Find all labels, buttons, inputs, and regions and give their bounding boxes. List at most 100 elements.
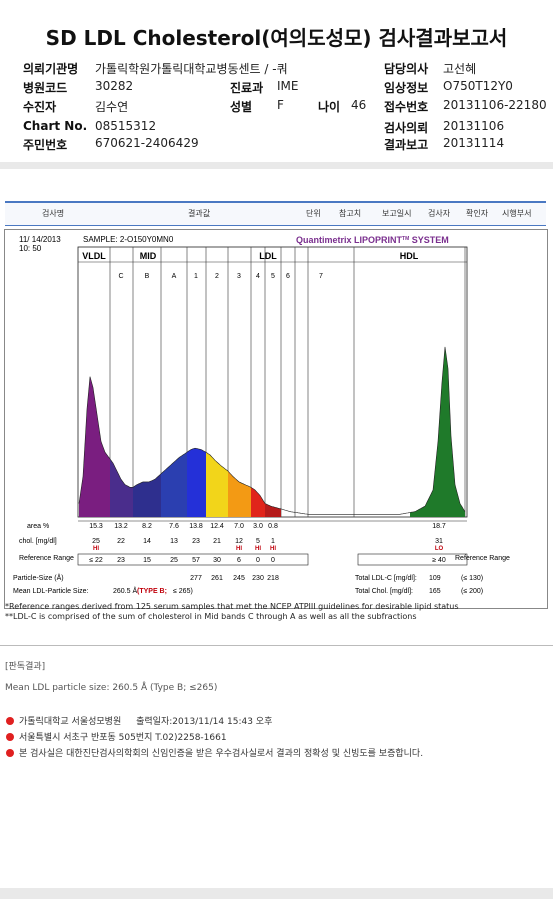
plot-frame xyxy=(77,246,468,518)
reference-value: 30 xyxy=(213,557,221,564)
reference-box xyxy=(77,553,309,566)
footer-hospital: 가톨릭대학교 서울성모병원 xyxy=(19,717,122,727)
particle-size-value: 218 xyxy=(267,575,279,582)
reference-value: 25 xyxy=(170,557,178,564)
bullet-icon xyxy=(6,749,14,757)
col-result: 결과값 xyxy=(188,209,211,218)
reference-value: ≤ 22 xyxy=(89,557,103,564)
chart-brand: Quantimetrix LIPOPRINTTM SYSTEM xyxy=(296,235,449,245)
dept-value: IME xyxy=(277,79,299,93)
area-pct-values: 15.3 13.2 8.2 7.6 13.8 12.4 7.0 3.0 0.8 18.7 xyxy=(89,523,446,530)
particle-size-value: 277 xyxy=(190,575,202,582)
chart-date: 11/ 14/2013 xyxy=(19,235,61,244)
reference-box-hdl xyxy=(357,553,468,566)
chol-value: 14 xyxy=(143,538,151,545)
area-pct-value: 3.0 xyxy=(253,523,263,530)
area-pct-value: 0.8 xyxy=(268,523,278,530)
mean-ldl-value: 260.5 Å xyxy=(113,586,137,595)
particle-size-label: Particle-Size (Å) xyxy=(13,573,64,582)
total-ldl-ref: (≤ 130) xyxy=(461,575,483,582)
sex-value: F xyxy=(277,98,284,112)
col-report-date: 보고일시 xyxy=(382,209,412,218)
total-chol-label: Total Chol. [mg/dl]: xyxy=(355,588,413,595)
col-test-name: 검사명 xyxy=(42,209,65,218)
req-label: 검사의뢰 xyxy=(384,121,429,135)
chart-no-label: Chart No. xyxy=(23,119,88,133)
mean-ldl-type: (TYPE B; xyxy=(137,588,167,595)
reference-value: ≥ 40 xyxy=(432,557,446,564)
chart-time: 10: 50 xyxy=(19,244,42,253)
col-reference: 참고치 xyxy=(339,209,362,218)
chol-value: 23 xyxy=(192,538,200,545)
band-label-5: 5 xyxy=(271,273,275,280)
mean-ldl-label: Mean LDL-Particle Size: xyxy=(13,588,89,595)
age-label: 나이 xyxy=(318,100,341,114)
chol-value: 25 xyxy=(92,538,100,545)
col-verifier: 확인자 xyxy=(466,209,489,218)
chart-brand-tail: SYSTEM xyxy=(409,235,449,245)
chol-flag-hi: HI xyxy=(255,546,261,552)
inst-value: 가톨릭학원가톨릭대학교병동센트 / -쿼 xyxy=(95,62,288,76)
total-ldl-label: Total LDL-C [mg/dl]: xyxy=(355,575,417,582)
mid-a-area xyxy=(161,452,187,517)
band-label-7: 7 xyxy=(319,273,323,280)
reference-range-label: Reference Range xyxy=(19,555,74,562)
particle-size-values: 277 261 245 230 218 xyxy=(190,575,279,582)
reference-value: 0 xyxy=(256,557,260,564)
total-chol-value: 165 xyxy=(429,588,441,595)
reference-value: 15 xyxy=(143,557,151,564)
report-title: SD LDL Cholesterol(여의도성모) 검사결과보고서 xyxy=(45,26,508,50)
chol-flag-hi: HI xyxy=(270,546,276,552)
reference-range-label-right: Reference Range xyxy=(455,555,510,562)
particle-size-value: 245 xyxy=(233,575,245,582)
chol-flag-lo: LO xyxy=(435,546,444,552)
ldl1-area xyxy=(187,448,206,517)
bullet-icon xyxy=(6,717,14,725)
chart-brand-tm: TM xyxy=(402,236,409,242)
hosp-code-value: 30282 xyxy=(95,79,134,93)
band-label-1: 1 xyxy=(194,273,198,280)
lipoprint-chart: 11/ 14/2013 10: 50 SAMPLE: 2-O150Y0MN0 Q… xyxy=(4,229,548,609)
findings-heading: [판독결과] xyxy=(5,662,46,672)
band-label-2: 2 xyxy=(215,273,219,280)
age-value: 46 xyxy=(351,98,367,112)
inst-label: 의뢰기관명 xyxy=(23,62,79,76)
reference-value: 0 xyxy=(271,557,275,564)
region-label-ldl: LDL xyxy=(259,251,277,261)
recv-label: 접수번호 xyxy=(384,100,429,114)
area-pct-value: 15.3 xyxy=(89,523,103,530)
chol-value: 12 xyxy=(235,538,243,545)
band-areas xyxy=(78,346,466,517)
area-pct-value: 12.4 xyxy=(210,523,224,530)
lipoprint-graph: 11/ 14/2013 10: 50 SAMPLE: 2-O150Y0MN0 Q… xyxy=(13,235,510,595)
reference-value: 6 xyxy=(237,557,241,564)
rep-label: 결과보고 xyxy=(384,138,429,152)
profile-outline xyxy=(78,346,466,515)
footer-print-date: 출력일자:2013/11/14 15:43 오후 xyxy=(136,717,273,727)
ldl2-area xyxy=(206,452,228,517)
doctor-value: 고선혜 xyxy=(443,62,477,76)
chart-no-value: 08515312 xyxy=(95,119,157,133)
reference-value: 57 xyxy=(192,557,200,564)
chol-value: 1 xyxy=(271,538,275,545)
name-label: 수진자 xyxy=(23,100,57,114)
doctor-label: 담당의사 xyxy=(384,62,429,76)
rrn-label: 주민번호 xyxy=(23,138,68,152)
chart-sample: SAMPLE: 2-O150Y0MN0 xyxy=(83,235,174,244)
region-label-mid: MID xyxy=(140,251,157,261)
note-reference: *Reference ranges derived from 125 serum… xyxy=(5,602,459,611)
chol-value: 31 xyxy=(435,538,443,545)
col-tester: 검사자 xyxy=(428,209,451,218)
area-pct-value: 18.7 xyxy=(432,523,446,530)
footer-line-1: 가톨릭대학교 서울성모병원 출력일자:2013/11/14 15:43 오후 xyxy=(6,714,272,727)
findings-divider xyxy=(0,645,553,646)
hosp-code-label: 병원코드 xyxy=(23,81,68,95)
note-ldl: **LDL-C is comprised of the sum of chole… xyxy=(5,612,417,621)
clin-value: O750T12Y0 xyxy=(443,79,513,93)
area-pct-value: 13.2 xyxy=(114,523,128,530)
area-pct-value: 7.6 xyxy=(169,523,179,530)
chol-value: 13 xyxy=(170,538,178,545)
area-pct-value: 8.2 xyxy=(142,523,152,530)
mean-ldl-range: ≤ 265) xyxy=(173,588,193,595)
particle-size-value: 230 xyxy=(252,575,264,582)
